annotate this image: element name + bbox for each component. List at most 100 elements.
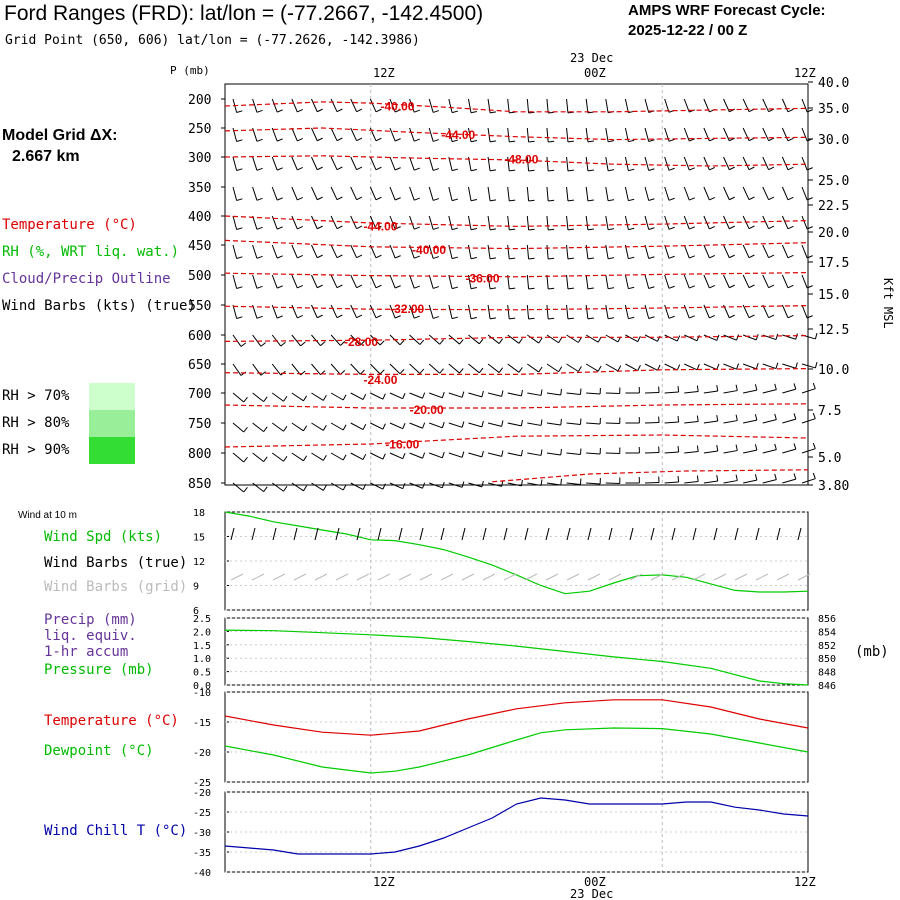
surface-wind-barb xyxy=(293,527,298,541)
wind-barb-staff xyxy=(546,98,549,113)
wind-barb-flag xyxy=(560,478,562,486)
wind-barb xyxy=(370,422,386,430)
wind-barb xyxy=(781,244,794,259)
wind-barb-flag xyxy=(520,479,523,487)
wind-barb xyxy=(311,482,327,491)
wind-barb-flag xyxy=(441,391,445,398)
wind-barb xyxy=(585,186,594,202)
wind-barb-flag xyxy=(528,317,535,320)
wind-barb-flag xyxy=(774,473,777,480)
wind-barb xyxy=(369,363,385,375)
pressure-right-tick-label: 848 xyxy=(818,668,836,679)
wind-barb-flag xyxy=(336,314,343,319)
wind-barb-staff xyxy=(487,363,500,373)
wind-barb xyxy=(271,482,288,492)
wind-barb xyxy=(526,156,535,172)
wind-barb xyxy=(684,445,699,454)
wind-barb-staff xyxy=(252,482,264,493)
wind-barb-staff xyxy=(311,186,318,200)
wind-barb xyxy=(252,482,268,493)
pressure-axis-label: P (mb) xyxy=(170,64,210,77)
wind-barb-staff xyxy=(703,244,710,259)
wind-barb xyxy=(291,334,306,347)
wind-barb xyxy=(801,382,816,394)
wind-barb-staff xyxy=(546,452,561,456)
wind-barb xyxy=(664,416,680,424)
wind-barb-staff xyxy=(801,478,816,484)
wind-barb-staff xyxy=(644,215,650,230)
wind-barb-flag xyxy=(774,413,777,420)
wind-barb-flag xyxy=(567,228,574,231)
temperature-panel-frame xyxy=(224,691,809,783)
wind-barb-staff xyxy=(684,363,698,371)
grid-wind-barb xyxy=(356,573,370,581)
wind-barb xyxy=(448,481,465,488)
wind-barb xyxy=(448,451,465,458)
wind-barb xyxy=(507,389,523,397)
wind-barb-staff xyxy=(566,334,579,343)
wind-barb-flag xyxy=(414,167,420,171)
wind-barb xyxy=(762,304,775,319)
wind-barb-staff xyxy=(546,304,549,319)
wind-barb xyxy=(801,304,813,319)
wind-barb-staff xyxy=(330,215,338,229)
wind-barb xyxy=(566,274,574,290)
wind-barb-staff xyxy=(644,274,650,289)
wind-barb-flag xyxy=(297,166,303,171)
wind-barb-flag xyxy=(399,340,405,346)
wind-barb xyxy=(742,156,755,171)
wind-barb-flag xyxy=(489,199,497,202)
wind-barb xyxy=(644,334,661,342)
wind-barb-flag xyxy=(716,363,720,370)
wind-barb-staff xyxy=(762,389,777,394)
wind-barb xyxy=(585,334,602,343)
wind-barb-staff xyxy=(801,418,816,424)
wind-barb xyxy=(527,389,543,396)
wind-barb-staff xyxy=(566,98,569,113)
wind-barb xyxy=(468,363,484,374)
wind-barb xyxy=(271,392,288,402)
wind-barb xyxy=(350,98,363,113)
wind-barb-staff xyxy=(369,334,381,346)
grid-wind-barb xyxy=(671,573,685,581)
wind-barb-staff xyxy=(801,363,816,369)
wind-barb-staff xyxy=(448,127,453,142)
wind-barb-staff xyxy=(566,392,581,395)
wind-barb xyxy=(252,334,266,347)
wind-barb-flag xyxy=(394,197,401,201)
wind-barb-staff xyxy=(389,304,396,319)
wind-barb xyxy=(605,215,615,231)
wind-barb-flag xyxy=(648,227,655,230)
wind-barb xyxy=(428,334,444,345)
legend-cloud-outline: Cloud/Precip Outline xyxy=(2,271,171,287)
wind-barb xyxy=(467,304,477,320)
wind-barb-flag xyxy=(375,166,382,171)
wind10m-title: Wind at 10 m xyxy=(18,510,77,521)
pressure-panel-frame xyxy=(224,617,809,686)
wind-barb-staff xyxy=(409,363,421,374)
wind-barb xyxy=(428,274,440,289)
wind-barb-staff xyxy=(330,274,338,288)
wind-barb xyxy=(762,186,775,201)
wind-barb-staff xyxy=(311,98,318,112)
temperature-panel-tick-label: -25 xyxy=(193,778,211,789)
wind-barb xyxy=(605,387,621,394)
wind-barb-flag xyxy=(280,341,286,347)
isotherm-label: -44.00 xyxy=(363,219,397,233)
wind-barb-staff xyxy=(350,363,361,375)
wind-barb-flag xyxy=(236,256,243,260)
wind-barb-flag xyxy=(414,138,420,142)
wind-barb-flag xyxy=(236,168,243,172)
legend-precip-accum: 1-hr accum xyxy=(44,644,129,660)
wind-barb-staff xyxy=(644,98,650,113)
isotherm-line xyxy=(224,215,809,228)
wind-barb xyxy=(664,304,675,319)
pressure-right-tick-label: 850 xyxy=(818,654,836,665)
wind-barb-staff xyxy=(586,482,601,485)
wind-barb-staff xyxy=(330,334,341,346)
wind-barb-flag xyxy=(470,140,477,143)
isotherm-label: -40.00 xyxy=(412,243,446,257)
wind-barb-flag xyxy=(375,137,382,142)
wind-barb xyxy=(645,386,660,394)
wind-barb-flag xyxy=(342,394,347,401)
